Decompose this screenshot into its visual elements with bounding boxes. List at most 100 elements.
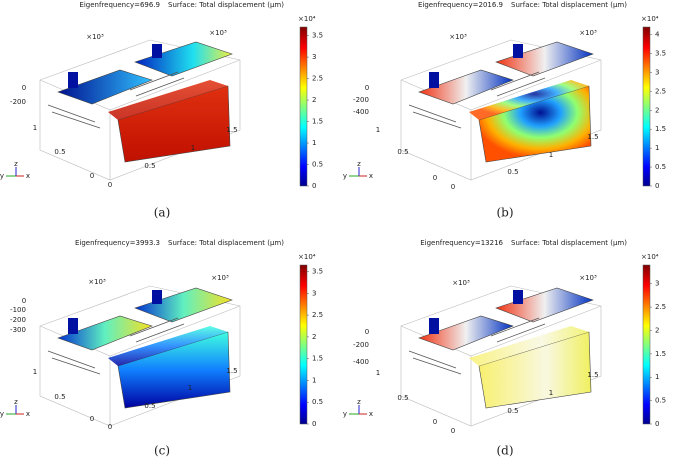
colorbar-tick-label: 2.5 [312,311,323,319]
colorbar-tick-label: 1.5 [312,355,323,363]
axis-label: 0 [90,415,94,423]
beam-front [478,331,592,409]
triad-label: z [357,398,361,406]
axis-label: 0 [108,181,112,189]
axis-triad: y zx [0,398,30,418]
tab-right [513,44,523,58]
plate-left [418,315,514,351]
axis-label: 0 [22,84,26,92]
colorbar-tick-label: 4 [655,31,660,39]
colorbar-tick-label: 2.5 [312,75,323,83]
axis-label: ×10³ [579,274,597,282]
colorbar-tick-label: 0 [655,420,659,428]
axis-label: 1.5 [587,133,598,141]
colorbar-tick-label: 3 [655,68,659,76]
colorbar-tick-label: 3 [655,280,659,288]
axis-label: 0.5 [397,394,408,402]
tab-left [429,72,439,88]
panel: Eigenfrequency=3993.3 Surface: Total disp… [0,239,323,458]
electrodes [47,71,185,129]
tab-left [68,72,78,88]
triad-label: y [0,410,4,418]
colorbar-tick-label: 0.5 [655,397,666,405]
scene [39,39,241,181]
axis-label: 1 [188,384,192,392]
electrodes [408,317,546,375]
colorbar-tick-label: 2 [655,326,659,334]
plate-right [134,287,233,323]
colorbar-tick-label: 2 [312,333,316,341]
axis-label: 0 [451,427,455,435]
colorbar-tick-label: 1 [655,144,659,152]
axis-label: 1 [549,151,553,159]
triad-label: y [343,172,347,180]
colorbar-tick-label: 0 [312,420,316,428]
frequency: Eigenfrequency=696.9 [79,1,160,9]
axis-box [39,285,241,427]
axis-label: 1 [376,369,380,377]
colorbar-tick-label: 3 [312,289,316,297]
axis-label: 1 [33,368,37,376]
triad-label: z [357,160,361,168]
colorbar-tick-label: 1.5 [655,350,666,358]
axis-label: 0 [108,423,112,431]
triad-label: y [0,172,4,180]
axis-label: 0 [433,174,437,182]
colorbar-tick-label: 2.5 [655,87,666,95]
triad-label: z [14,160,18,168]
scene [400,285,602,427]
surface-label: Surface: Total displacement (μm) [511,1,627,9]
plate-right [495,41,594,77]
axis-triad: y zx [343,160,373,180]
axis-triad: y zx [0,160,30,180]
axis-label: -200 [10,316,26,324]
beam-front [117,85,231,163]
colorbar [299,264,308,425]
axis-label: 0 [365,328,369,336]
colorbar-tick-label: 1 [312,376,316,384]
tab-right [152,290,162,304]
axis-box [400,39,602,181]
axis-label: 1 [376,126,380,134]
caption: (b) [496,206,513,220]
frequency: Eigenfrequency=3993.3 [75,239,160,247]
axis-label: -200 [353,341,369,349]
colorbar-tick-label: 0.5 [312,161,323,169]
beam-top [108,80,228,120]
plate-left [418,69,514,105]
axis-label: 0 [433,418,437,426]
axis-label: 1.5 [226,367,237,375]
axis-label: 0.5 [397,148,408,156]
axis-label: -400 [353,108,369,116]
panel: Eigenfrequency=696.9 Surface: Total displ… [0,1,323,220]
beam-top [108,326,228,366]
triad-label: x [26,410,30,418]
caption: (d) [496,444,513,458]
colorbar-tick-label: 0 [655,182,659,190]
plate-right [495,287,594,323]
scene [400,39,602,181]
axis-label: 1 [191,144,195,152]
plate-left [57,315,153,351]
axis-box [39,39,241,181]
colorbar-tick-label: 2 [312,96,316,104]
colorbar-tick-label: 3.5 [312,32,323,40]
colorbar-tick-label: 0.5 [312,398,323,406]
axis-label: 0 [365,84,369,92]
colorbar-tick-label: 3.5 [312,268,323,276]
colorbar-tick-label: 3 [312,53,316,61]
colorbar-scale: ×10⁴ [298,253,316,261]
colorbar [642,264,651,425]
colorbar-scale: ×10⁴ [641,15,659,23]
axis-label: ×10³ [211,274,229,282]
surface-label: Surface: Total displacement (μm) [168,239,284,247]
axis-label: 1 [549,389,553,397]
axis-label: 0 [90,172,94,180]
panel: Eigenfrequency=2016.9 Surface: Total disp… [343,1,666,220]
scene [39,285,241,427]
plate-right [134,41,233,77]
frequency: Eigenfrequency=2016.9 [418,1,503,9]
colorbar-tick-label: 0 [312,182,316,190]
colorbar-tick-label: 2.5 [655,303,666,311]
colorbar-tick-label: 1.5 [655,125,666,133]
